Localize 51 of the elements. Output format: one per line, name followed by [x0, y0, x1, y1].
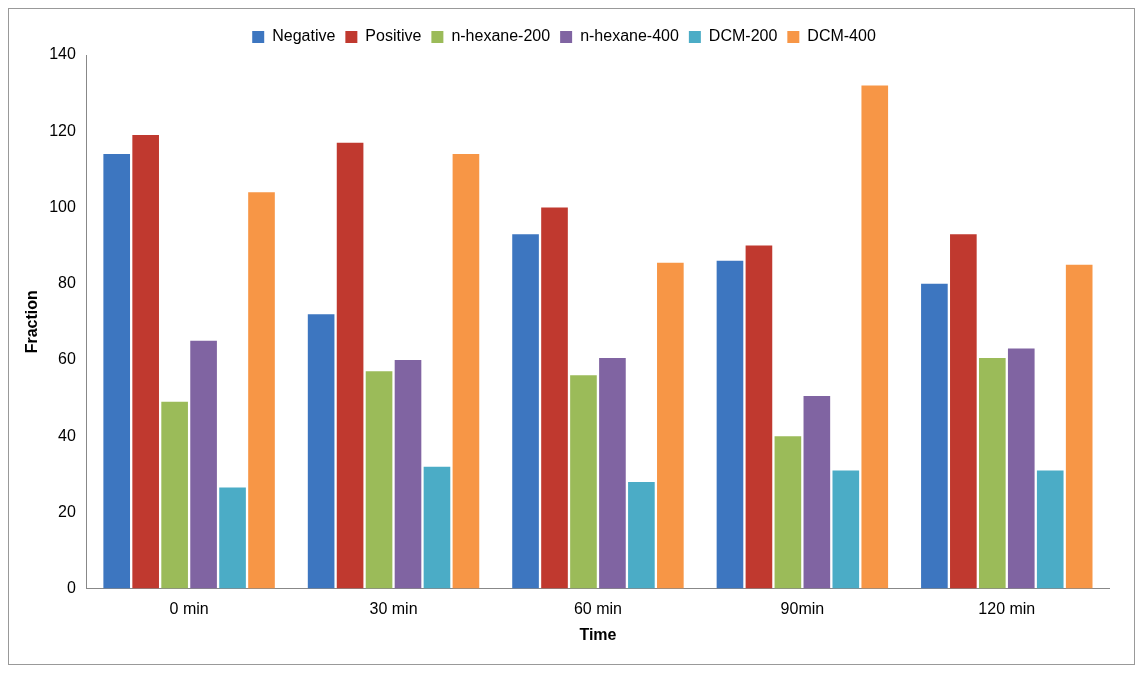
- bar: [716, 260, 744, 589]
- bar: [365, 371, 393, 589]
- legend-label: DCM-200: [708, 27, 778, 45]
- bar: [394, 359, 422, 589]
- y-tick-label: 60: [58, 350, 76, 368]
- legend-label: Negative: [272, 27, 336, 45]
- bar: [1065, 264, 1093, 589]
- x-tick-label: 30 min: [369, 599, 418, 617]
- legend-label: DCM-400: [807, 27, 876, 45]
- legend-label: Positive: [365, 27, 422, 45]
- bar: [103, 154, 131, 589]
- y-tick-label: 20: [58, 502, 76, 520]
- bar: [978, 358, 1006, 589]
- y-tick-label: 100: [49, 197, 76, 215]
- bar: [248, 192, 275, 589]
- y-tick-label: 0: [66, 579, 76, 597]
- y-tick-label: 120: [49, 121, 76, 139]
- x-tick-label: 0 min: [169, 599, 209, 617]
- bar: [190, 340, 217, 589]
- bar: [307, 314, 335, 589]
- bar: [512, 234, 539, 589]
- bar: [132, 135, 159, 589]
- bar: [452, 154, 480, 589]
- x-axis-title: Time: [579, 625, 617, 643]
- bar: [599, 358, 626, 589]
- bar: [950, 234, 977, 589]
- bar: [219, 487, 246, 589]
- bar: [803, 396, 831, 589]
- x-tick-label: 60 min: [573, 599, 622, 617]
- bar: [541, 207, 568, 589]
- y-tick-label: 40: [58, 426, 76, 444]
- bar: [570, 375, 597, 589]
- x-tick-label: 90min: [780, 599, 825, 617]
- bar: [774, 436, 802, 589]
- bar: [1007, 348, 1035, 589]
- bar: [657, 262, 684, 589]
- bar: [161, 401, 188, 589]
- legend-label: n-hexane-400: [580, 27, 679, 45]
- bar: [861, 85, 889, 589]
- bar: [1036, 470, 1064, 589]
- bar: [832, 470, 860, 589]
- bar: [745, 245, 773, 589]
- x-tick-label: 120 min: [978, 599, 1036, 617]
- legend-label: n-hexane-200: [451, 27, 551, 45]
- y-tick-label: 80: [58, 274, 76, 292]
- bar: [423, 466, 451, 589]
- bar: [336, 142, 364, 589]
- bar: [628, 481, 655, 589]
- bar: [921, 283, 948, 589]
- y-axis-title: Fraction: [23, 290, 41, 354]
- y-tick-label: 140: [49, 45, 76, 63]
